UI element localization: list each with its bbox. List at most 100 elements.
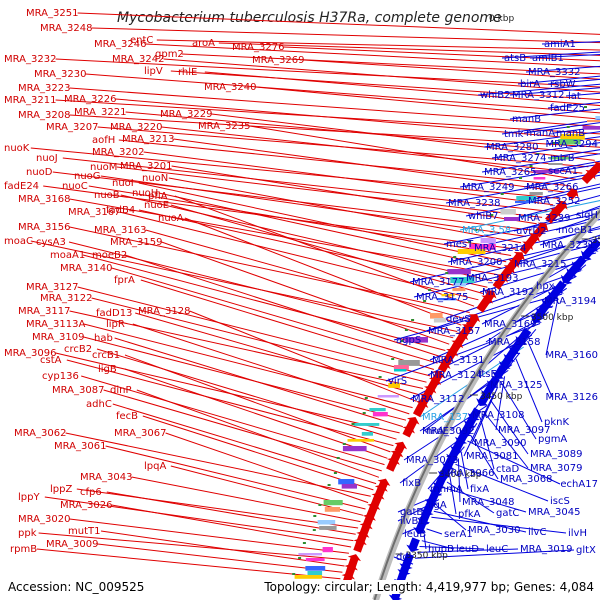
forward-gene-label: lpqA [144, 461, 166, 472]
homology-hit-bar [447, 269, 471, 275]
left-label-connector [174, 195, 475, 307]
reverse-gene-label: ftsE [478, 369, 497, 380]
forward-gene-label: MRA_3087 [52, 385, 104, 396]
homology-hit-bar [549, 157, 571, 160]
homology-hit-bar [322, 547, 333, 553]
forward-gene-label: MRA_3163 [94, 225, 146, 236]
forward-gene-label: MRA_3223 [18, 83, 70, 94]
right-label-connector [525, 183, 600, 202]
forward-gene-label: MRA_3156 [18, 222, 70, 233]
homology-hit-bar [305, 566, 326, 571]
left-label-connector [96, 348, 397, 440]
forward-gene-label: ligB [98, 364, 117, 375]
reverse-cds-arrow [476, 390, 492, 407]
left-label-connector [156, 39, 600, 51]
left-label-connector [82, 254, 446, 351]
reverse-gene-label: manA [526, 128, 555, 139]
right-label-connector [541, 41, 600, 45]
reverse-gene-label: MRA_3073 [406, 455, 458, 466]
left-label-connector [100, 175, 527, 237]
forward-gene-label: lppZ [50, 484, 72, 495]
homology-hit-bar [533, 177, 546, 180]
reverse-gene-label: MRA_3090 [474, 438, 526, 449]
left-label-connector [124, 354, 391, 453]
gc-skew-mark [404, 329, 408, 331]
reverse-gene-label: MRA_3177 [412, 277, 464, 288]
right-label-connector [433, 510, 527, 533]
top-tick-label: 0 kbp [489, 14, 515, 24]
left-label-connector [30, 240, 458, 332]
left-label-connector [105, 445, 366, 510]
reverse-gene-label: whiB2 [480, 90, 511, 101]
gc-skew-mark [327, 484, 331, 486]
reverse-gene-label: MRA_3030 [468, 525, 520, 536]
forward-gene-label: MRA_3117 [18, 306, 70, 317]
right-label-connector [575, 205, 600, 216]
reverse-gene-label: MRA_3019 [520, 544, 572, 555]
forward-gene-label: fadE24 [4, 181, 39, 192]
reverse-gene-label: MRA_3252 [528, 196, 580, 207]
forward-gene-label: MRA_3248 [40, 23, 92, 34]
reverse-gene-label: hpx [536, 281, 555, 292]
left-label-connector [85, 73, 600, 114]
reverse-gene-label: MRA_3081 [466, 451, 518, 462]
forward-gene-label: lipV [144, 66, 163, 77]
forward-cds-arrow [353, 538, 367, 553]
left-label-connector [66, 359, 394, 447]
reverse-gene-label: MRA_3231 [542, 240, 594, 251]
homology-hit-bar [393, 365, 409, 370]
reverse-gene-label: leuC [486, 544, 508, 555]
left-label-connector [170, 204, 484, 294]
left-label-connector [44, 496, 354, 542]
left-label-connector [62, 157, 548, 212]
label-connector-lines [30, 12, 600, 580]
forward-gene-label: adhC [86, 399, 112, 410]
forward-gene-label: MRA_3211 [4, 95, 56, 106]
forward-gene-label: nuoJ [36, 153, 58, 164]
gc-skew-mark [566, 126, 570, 128]
right-label-connector [449, 476, 457, 515]
left-label-connector [204, 71, 600, 107]
forward-gene-label: fprA [114, 275, 135, 286]
left-label-connector [69, 226, 470, 313]
reverse-gene-label: rsbW [550, 79, 576, 90]
forward-gene-label: MRA_3168 [18, 194, 70, 205]
forward-gene-label: MRA_3113A [26, 319, 85, 330]
forward-gene-label: nuoM [90, 162, 117, 173]
genome-summary-text: Topology: circular; Length: 4,419,977 bp… [264, 580, 594, 594]
reverse-gene-label: leuB [404, 529, 426, 540]
right-label-connector [515, 358, 543, 423]
homology-hit-bar [529, 192, 543, 196]
gc-skew-mark [519, 177, 522, 179]
forward-gene-label: MRA_3213 [122, 134, 174, 145]
reverse-gene-label: leuD [456, 544, 479, 555]
genome-title: Mycobacterium tuberculosis H37Ra, comple… [117, 10, 502, 26]
homology-hit-bar [516, 196, 537, 201]
left-label-connector [158, 192, 502, 269]
left-label-connector [145, 43, 600, 68]
homology-hit-bar [323, 500, 343, 506]
homology-hit-bar [317, 520, 336, 525]
forward-gene-label: moaA1 [50, 250, 85, 261]
reverse-gene-label: amiB1 [532, 53, 564, 64]
reverse-gene-label: moeB1 [558, 225, 593, 236]
forward-gene-label: crcB1 [92, 350, 120, 361]
forward-cds-arrow [412, 400, 429, 418]
forward-gene-label: MRA_3061 [54, 441, 106, 452]
right-label-connector [425, 281, 572, 332]
forward-gene-label: nuoD [26, 167, 53, 178]
reverse-gene-label: nrdE [426, 426, 449, 437]
left-label-connector [30, 147, 559, 199]
reverse-cds-arrow [498, 355, 514, 369]
right-label-connector [417, 548, 519, 553]
right-label-connector [460, 452, 469, 490]
reverse-gene-label: ctaD [496, 464, 520, 475]
right-label-connector [459, 163, 600, 188]
left-label-connector [165, 432, 369, 504]
kbp-tick-label: 3400 kbp [439, 470, 482, 480]
homology-hit-bar [341, 484, 357, 489]
left-label-connector [140, 279, 435, 370]
forward-gene-label: MRA_3202 [92, 147, 144, 158]
forward-gene-label: MRA_3246 [94, 39, 146, 50]
right-label-connector [501, 119, 600, 135]
